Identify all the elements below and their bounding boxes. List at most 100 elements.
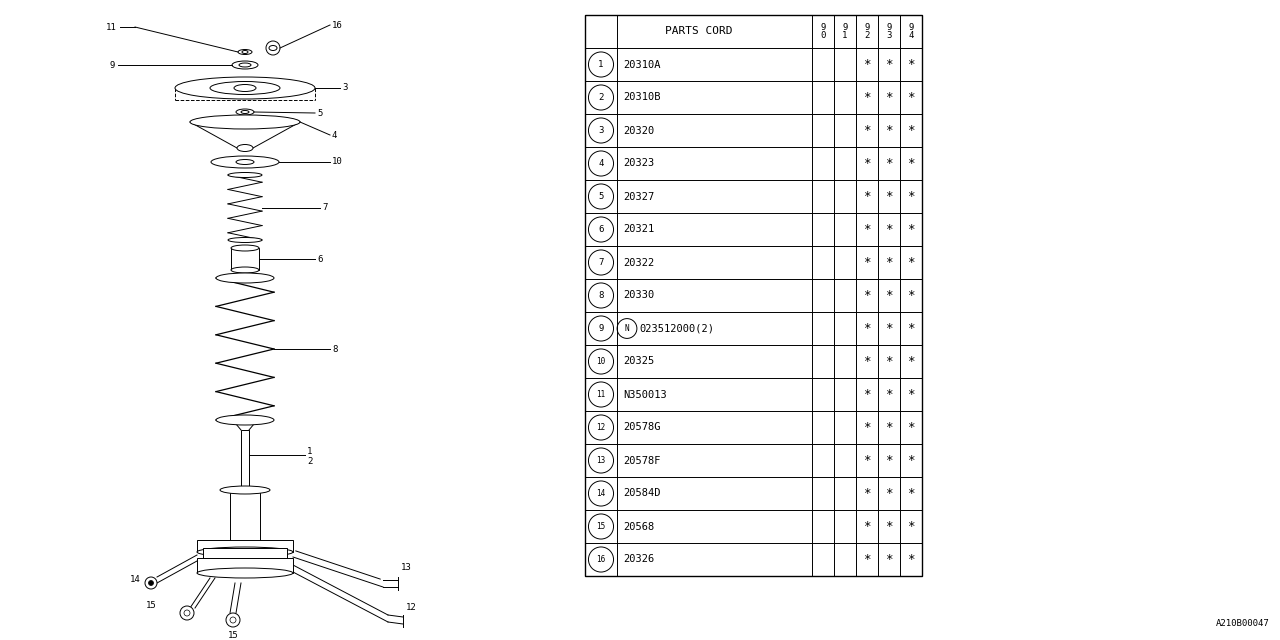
Text: 4: 4 — [332, 131, 338, 140]
Bar — [197, 540, 293, 552]
Text: 023512000(2): 023512000(2) — [639, 323, 714, 333]
Text: 20568: 20568 — [623, 522, 654, 531]
Text: 20323: 20323 — [623, 159, 654, 168]
Ellipse shape — [236, 159, 253, 164]
Text: 5: 5 — [317, 109, 323, 118]
Text: 20326: 20326 — [623, 554, 654, 564]
Text: *: * — [863, 58, 870, 71]
Text: 20578F: 20578F — [623, 456, 660, 465]
Text: 15: 15 — [228, 632, 238, 640]
Text: 9
0: 9 0 — [820, 22, 826, 40]
Text: *: * — [863, 289, 870, 302]
Text: 2: 2 — [598, 93, 604, 102]
Text: 20330: 20330 — [623, 291, 654, 301]
Text: 2: 2 — [307, 458, 312, 467]
Text: *: * — [863, 355, 870, 368]
Text: A210B00047: A210B00047 — [1216, 619, 1270, 628]
Text: *: * — [886, 553, 892, 566]
Ellipse shape — [210, 81, 280, 95]
Ellipse shape — [236, 109, 253, 115]
Text: 9
1: 9 1 — [842, 22, 847, 40]
Text: *: * — [863, 421, 870, 434]
Text: 20322: 20322 — [623, 257, 654, 268]
Text: *: * — [908, 520, 915, 533]
Text: 6: 6 — [598, 225, 604, 234]
Text: *: * — [908, 58, 915, 71]
Text: *: * — [886, 256, 892, 269]
Text: *: * — [863, 553, 870, 566]
Text: 9
2: 9 2 — [864, 22, 869, 40]
Text: *: * — [908, 223, 915, 236]
Bar — [585, 15, 922, 576]
Ellipse shape — [189, 115, 300, 129]
Text: 20584D: 20584D — [623, 488, 660, 499]
Text: 10: 10 — [332, 157, 343, 166]
Ellipse shape — [239, 63, 251, 67]
Text: *: * — [886, 487, 892, 500]
Circle shape — [148, 580, 154, 586]
Text: *: * — [886, 454, 892, 467]
Text: 13: 13 — [401, 563, 412, 573]
Text: 12: 12 — [596, 423, 605, 432]
Text: *: * — [863, 256, 870, 269]
Ellipse shape — [216, 273, 274, 283]
Text: *: * — [863, 91, 870, 104]
Circle shape — [227, 613, 241, 627]
Text: 20310A: 20310A — [623, 60, 660, 70]
Text: 7: 7 — [598, 258, 604, 267]
Ellipse shape — [197, 568, 293, 578]
Text: *: * — [886, 190, 892, 203]
Text: 16: 16 — [332, 20, 343, 29]
Text: *: * — [908, 421, 915, 434]
Text: *: * — [886, 289, 892, 302]
Ellipse shape — [228, 173, 262, 177]
Text: 1: 1 — [598, 60, 604, 69]
Text: *: * — [863, 388, 870, 401]
Text: 15: 15 — [596, 522, 605, 531]
Ellipse shape — [238, 49, 252, 54]
Text: *: * — [886, 91, 892, 104]
Text: 8: 8 — [598, 291, 604, 300]
Text: *: * — [908, 388, 915, 401]
Text: *: * — [908, 355, 915, 368]
Ellipse shape — [269, 45, 276, 51]
Ellipse shape — [232, 61, 259, 69]
Ellipse shape — [216, 415, 274, 425]
Bar — [204, 548, 287, 558]
Text: 9
3: 9 3 — [886, 22, 892, 40]
Text: 7: 7 — [323, 203, 328, 212]
Text: *: * — [908, 190, 915, 203]
Bar — [197, 558, 293, 573]
Text: *: * — [863, 223, 870, 236]
Bar — [241, 430, 250, 490]
Text: *: * — [908, 256, 915, 269]
Text: *: * — [908, 553, 915, 566]
Text: 3: 3 — [342, 83, 347, 93]
Text: *: * — [886, 355, 892, 368]
Text: *: * — [863, 520, 870, 533]
Text: 20320: 20320 — [623, 125, 654, 136]
Bar — [230, 490, 260, 545]
Text: *: * — [908, 322, 915, 335]
Text: 1: 1 — [307, 447, 312, 456]
Text: 9
4: 9 4 — [909, 22, 914, 40]
Ellipse shape — [234, 84, 256, 92]
Text: *: * — [908, 157, 915, 170]
Text: PARTS CORD: PARTS CORD — [664, 26, 732, 36]
Ellipse shape — [230, 267, 259, 273]
Circle shape — [266, 41, 280, 55]
Text: 3: 3 — [598, 126, 604, 135]
Ellipse shape — [197, 547, 293, 557]
Text: *: * — [908, 454, 915, 467]
Text: *: * — [886, 388, 892, 401]
Text: *: * — [886, 421, 892, 434]
Text: 20321: 20321 — [623, 225, 654, 234]
Ellipse shape — [242, 51, 248, 54]
Text: *: * — [908, 124, 915, 137]
Text: 13: 13 — [596, 456, 605, 465]
Ellipse shape — [211, 156, 279, 168]
Bar — [230, 248, 259, 270]
Text: 20578G: 20578G — [623, 422, 660, 433]
Ellipse shape — [237, 145, 253, 152]
Ellipse shape — [241, 111, 250, 113]
